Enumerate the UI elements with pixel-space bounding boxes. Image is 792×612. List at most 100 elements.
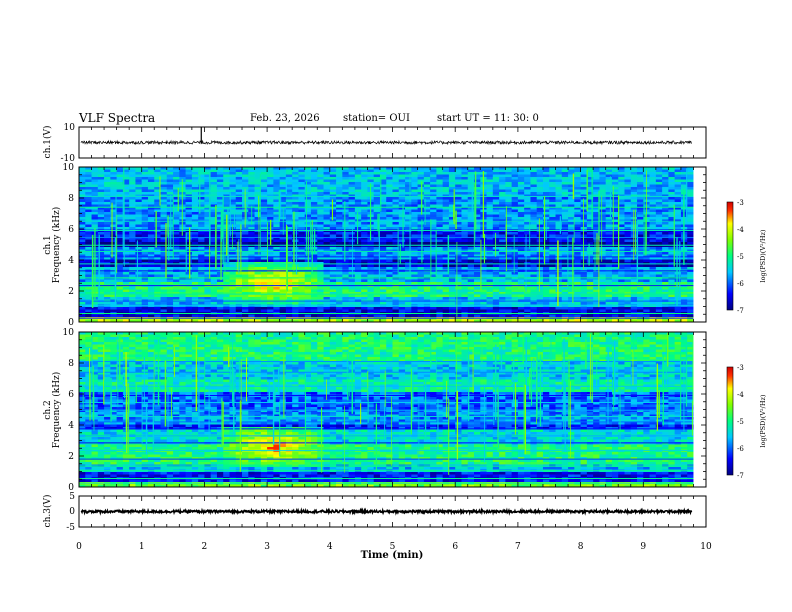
spectrogram-cell [135,204,143,208]
spectrogram-cell [367,247,375,250]
spectrogram-cell [323,282,331,285]
spectrogram-cell [618,217,625,220]
spectrogram-cell [568,202,575,205]
spectrogram-cell [204,267,212,270]
spectrogram-cell [574,289,581,293]
spectrogram-cell [524,192,531,195]
spectrogram-cell [116,289,124,293]
spectrogram-cell [104,187,111,190]
spectrogram-cell [254,197,262,200]
spectrogram-cell [674,232,682,235]
spectrogram-cell [517,179,525,183]
spectrogram-cell [662,167,669,170]
spectrogram-cell [624,254,632,258]
spectrogram-cell [147,279,155,283]
spectrogram-cell [430,217,437,220]
spectrogram-cell [267,202,274,205]
spectrogram-cell [317,287,324,290]
spectrogram-cell [97,177,105,180]
spectrogram-cell [285,247,293,250]
spectrogram-cell [511,257,519,260]
spectrogram-cell [135,242,143,245]
spectrogram-cell [618,277,625,280]
spectrogram-cell [599,279,607,283]
spectrogram-cell [398,272,406,275]
spectrogram-cell [674,174,682,178]
spectrogram-cell [154,289,161,293]
spectrogram-cell [79,192,86,195]
spectrogram-cell [317,237,324,240]
spectrogram-cell [474,252,481,255]
spectrogram-cell [336,214,343,218]
spectrogram-cell [147,254,155,258]
spectrogram-cell [85,214,92,218]
spectrogram-cell [517,187,525,190]
spectrogram-cell [122,192,130,195]
spectrogram-cell [505,172,513,175]
spectrogram-cell [154,254,161,258]
spectrogram-cell [542,252,550,255]
spectrogram-cell [417,212,425,215]
spectrogram-cell [141,182,149,185]
spectrogram-cell [229,272,237,275]
spectrogram-cell [423,249,431,253]
spectrogram-cell [198,202,205,205]
spectrogram-cell [292,264,299,268]
spectrogram-cell [166,227,174,230]
spectrogram-cell [561,264,569,268]
spectrogram-cell [542,167,550,170]
spectrogram-cell [530,224,538,228]
spectrogram-cell [593,202,600,205]
spectrogram-cell [204,289,212,293]
spectrogram-cell [104,254,111,258]
spectrogram-cell [373,202,381,205]
spectrogram-cell [310,274,318,278]
spectrogram-cell [430,209,437,213]
spectrogram-cell [555,252,563,255]
spectrogram-cell [405,227,412,230]
spectrogram-cell [618,207,625,210]
spectrogram-cell [135,244,143,248]
spectrogram-cell [361,237,368,240]
spectrogram-cell [411,209,418,213]
spectrogram-cell [386,234,393,238]
spectrogram-cell [568,172,575,175]
spectrogram-cell [442,167,450,170]
spectrogram-cell [593,209,600,213]
spectrogram-cell [166,267,174,270]
spectrogram-cell [386,217,393,220]
spectrogram-cell [643,274,650,278]
spectrogram-cell [147,264,155,268]
spectrogram-cell [279,202,287,205]
spectrogram-cell [254,257,262,260]
spectrogram-cell [348,247,356,250]
spectrogram-cell [361,279,368,283]
spectrogram-cell [342,237,350,240]
spectrogram-cell [354,172,362,175]
spectrogram-cell [129,202,136,205]
spectrogram-cell [530,259,538,263]
spectrogram-cell [154,277,161,280]
spectrogram-cell [542,264,550,268]
spectrogram-cell [561,274,569,278]
spectrogram-cell [129,212,136,215]
spectrogram-cell [348,172,356,175]
spectrogram-cell [292,232,299,235]
spectrogram-cell [216,197,224,200]
spectrogram-cell [423,224,431,228]
spectrogram-cell [662,287,669,290]
spectrogram-cell [461,274,469,278]
spectrogram-cell [674,239,682,243]
spectrogram-cell [542,189,550,193]
spectrogram-cell [292,274,299,278]
spectrogram-cell [304,169,312,173]
spectrogram-cell [198,259,205,263]
spectrogram-cell [436,202,444,205]
spectrogram-cell [317,249,324,253]
spectrogram-cell [110,217,118,220]
spectrogram-cell [630,264,638,268]
spectrogram-cell [285,169,293,173]
spectrogram-cell [179,177,186,180]
spectrogram-cell [367,242,375,245]
spectrogram-cell [398,277,406,280]
